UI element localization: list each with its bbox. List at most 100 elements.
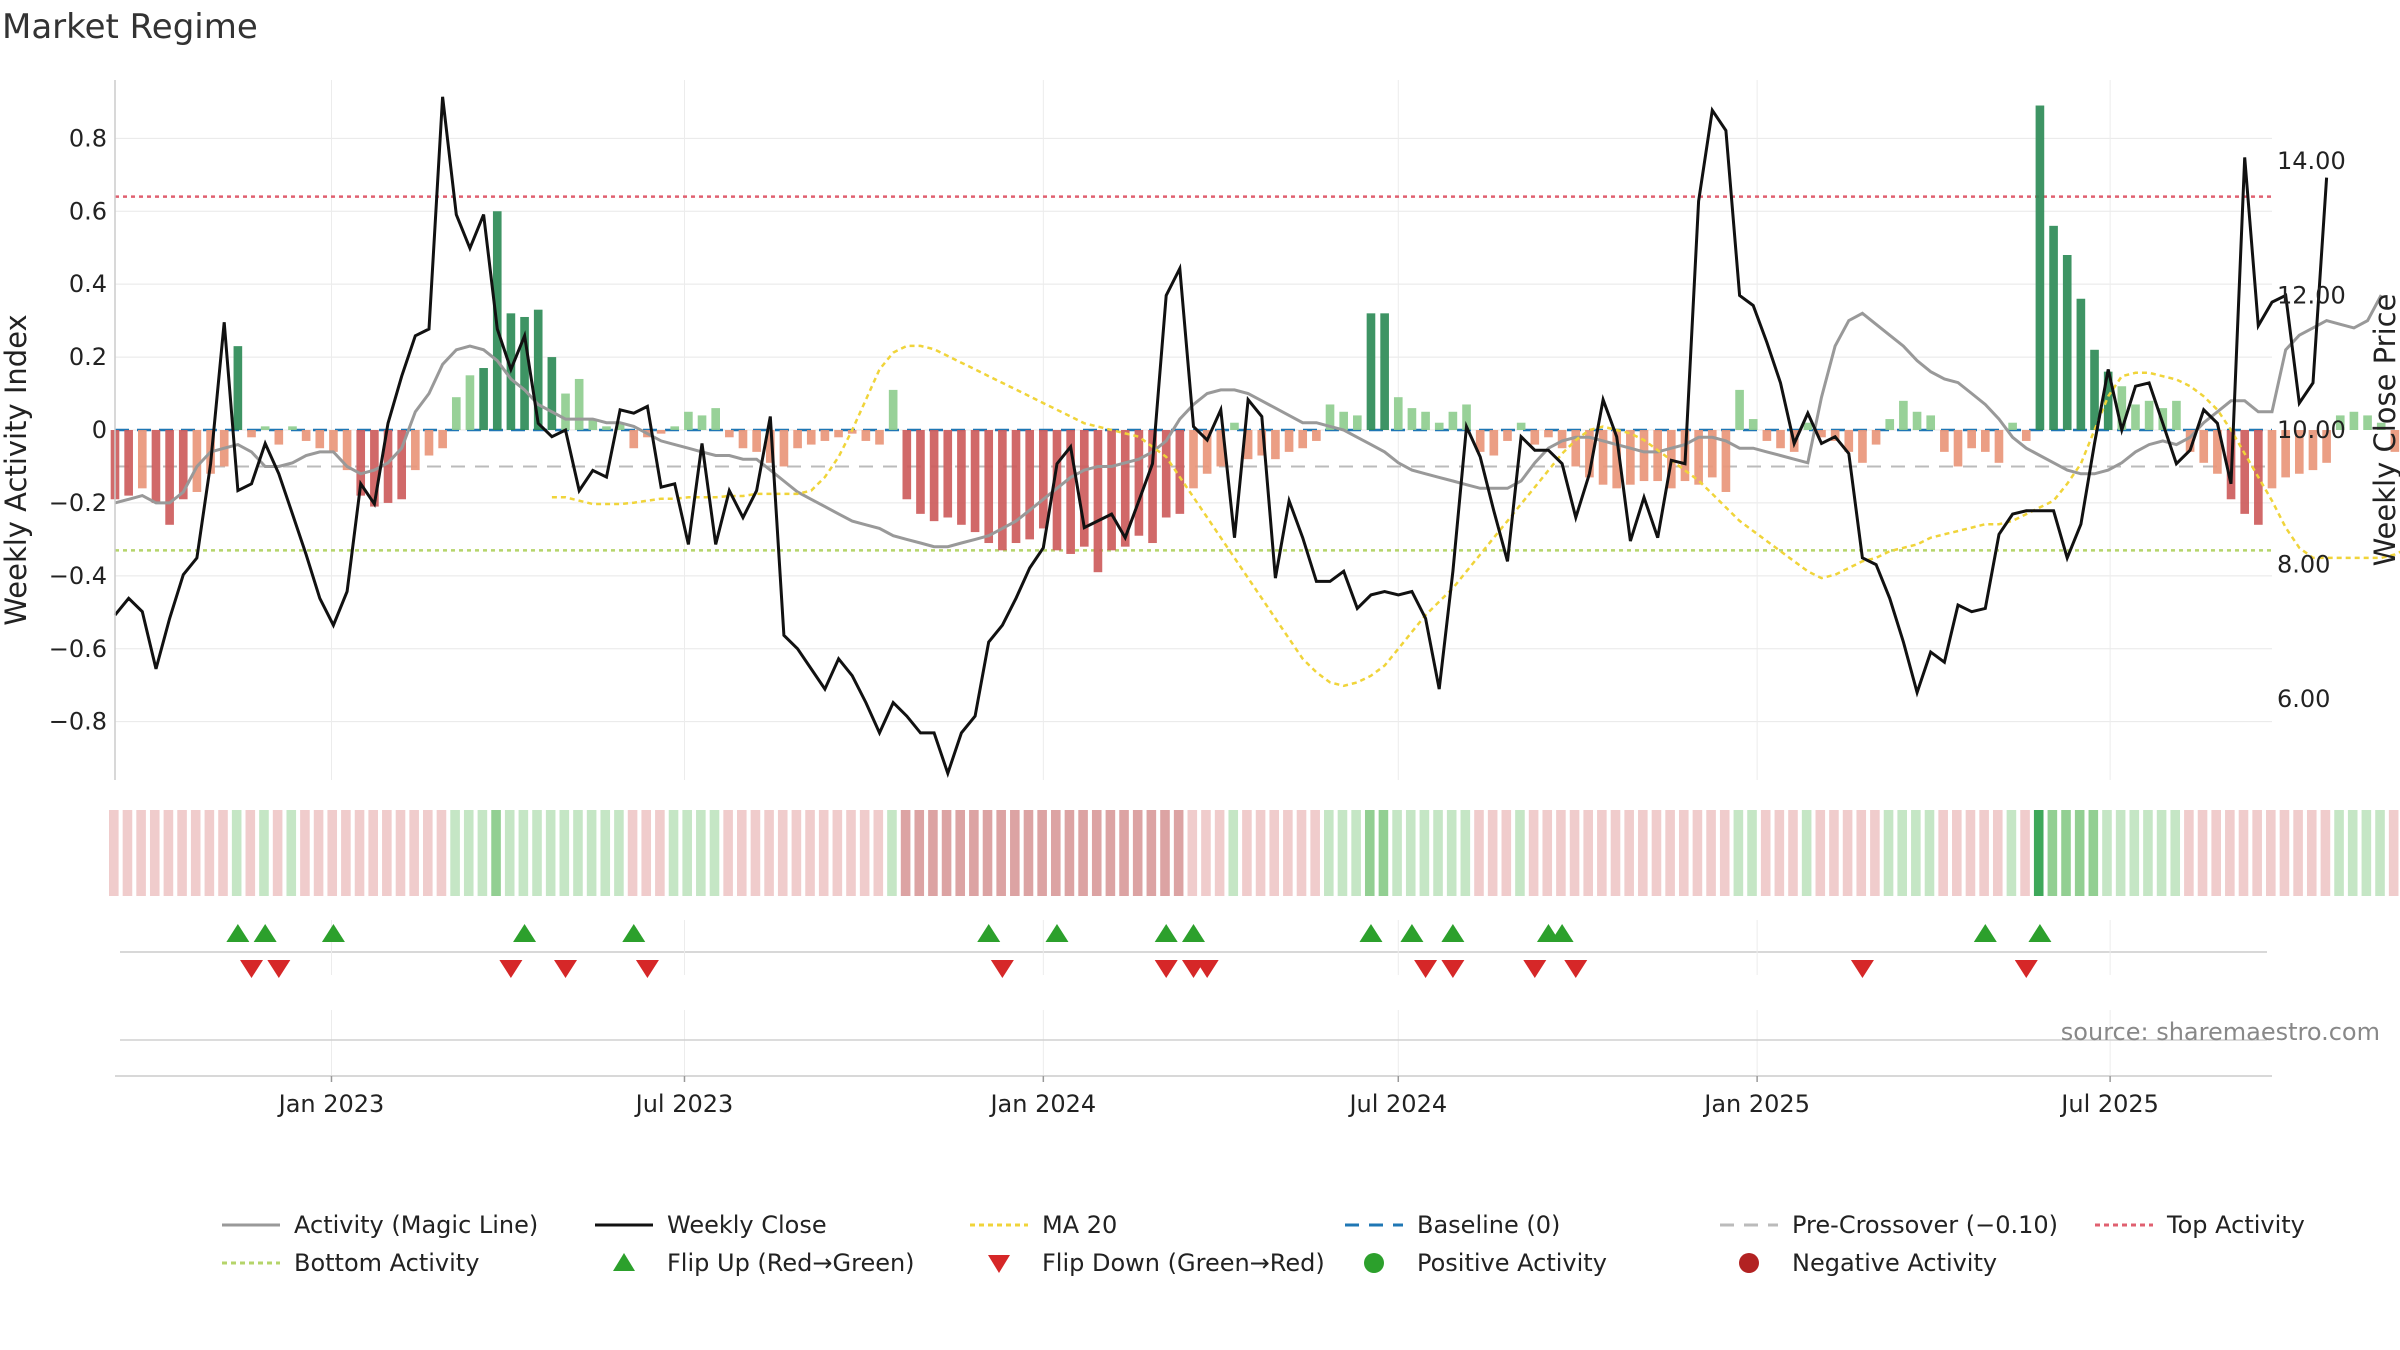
activity-bar — [192, 430, 202, 492]
regime-cell — [382, 810, 392, 896]
activity-bar — [247, 430, 256, 438]
regime-cell — [709, 810, 720, 896]
y-tick-label: 0.2 — [69, 343, 107, 371]
y-tick-label: −0.6 — [49, 635, 107, 663]
regime-cell — [532, 810, 542, 896]
regime-cell — [109, 810, 119, 896]
activity-bar — [2076, 298, 2086, 430]
regime-cell — [1911, 810, 1921, 896]
regime-cell — [1515, 810, 1525, 896]
activity-bar — [929, 430, 939, 522]
activity-bar — [1107, 430, 1116, 551]
legend-label: Pre-Crossover (−0.10) — [1792, 1211, 2058, 1239]
legend-label: Weekly Close — [667, 1211, 827, 1239]
y2-tick-label: 6.00 — [2277, 685, 2330, 713]
activity-bar — [1912, 411, 1922, 430]
legend-label: Positive Activity — [1417, 1249, 1607, 1277]
regime-cell — [900, 810, 911, 896]
activity-bar — [1980, 430, 1990, 452]
activity-bar — [1257, 430, 1267, 456]
regime-cell — [1979, 810, 1989, 896]
regime-cell — [846, 810, 856, 896]
legend-label: Top Activity — [2166, 1211, 2305, 1239]
activity-bar — [1380, 313, 1389, 430]
flip-down-marker — [1414, 960, 1438, 978]
y-tick-label: −0.8 — [49, 708, 107, 736]
regime-cell — [1665, 810, 1675, 896]
legend-item: Negative Activity — [1739, 1249, 1997, 1277]
activity-bar — [1858, 430, 1867, 463]
regime-cell — [1583, 810, 1594, 896]
regime-cell — [1228, 810, 1239, 896]
activity-bar — [670, 426, 680, 430]
y2-tick-label: 8.00 — [2277, 551, 2330, 579]
regime-cell — [1487, 810, 1498, 896]
activity-bar — [2363, 415, 2372, 430]
regime-cell — [354, 810, 365, 896]
x-tick-label: Jan 2023 — [277, 1090, 385, 1118]
activity-bar — [1407, 408, 1417, 430]
y-tick-label: 0 — [92, 416, 107, 444]
activity-bar — [1134, 430, 1144, 536]
activity-bar — [2213, 430, 2222, 474]
activity-bar — [315, 430, 325, 449]
source-note: source: sharemaestro.com — [2061, 1018, 2380, 1046]
regime-cell — [1801, 810, 1812, 896]
flip-up-marker — [1154, 924, 1178, 942]
activity-bar — [1475, 430, 1485, 452]
regime-cell — [1119, 810, 1129, 896]
activity-bar — [1093, 430, 1103, 573]
regime-cell — [2334, 810, 2344, 896]
regime-cell — [1870, 810, 1880, 896]
regime-cell — [259, 810, 269, 896]
regime-cell — [1255, 810, 1266, 896]
regime-cell — [1638, 810, 1648, 896]
activity-bar — [2103, 371, 2113, 430]
flip-down-marker — [1441, 960, 1465, 978]
flip-down-marker — [1564, 960, 1588, 978]
activity-bar — [765, 430, 775, 463]
regime-cell — [163, 810, 174, 896]
regime-cell — [614, 810, 624, 896]
regime-cell — [805, 810, 815, 896]
activity-bar — [2035, 105, 2045, 430]
regime-cell — [436, 810, 447, 896]
regime-cell — [928, 810, 938, 896]
regime-cell — [2115, 810, 2126, 896]
activity-bar — [2308, 430, 2318, 471]
flip-down-marker — [2014, 960, 2038, 978]
activity-bar — [1393, 397, 1403, 430]
activity-bar — [1039, 430, 1048, 529]
regime-cell — [2020, 810, 2030, 896]
regime-cell — [2252, 810, 2262, 896]
regime-cell — [2347, 810, 2358, 896]
regime-cell — [1433, 810, 1443, 896]
activity-bar — [151, 430, 161, 503]
legend-swatch — [988, 1255, 1010, 1273]
activity-bar — [1844, 430, 1854, 452]
regime-cell — [1733, 810, 1744, 896]
regime-cell — [300, 810, 310, 896]
regime-cell — [1201, 810, 1211, 896]
regime-cell — [491, 810, 501, 896]
activity-bar — [1434, 422, 1444, 430]
activity-bar — [1202, 430, 1212, 474]
activity-bar — [2322, 430, 2331, 463]
y-tick-label: −0.2 — [49, 489, 107, 517]
flip-up-marker — [321, 924, 345, 942]
regime-cell — [2129, 810, 2140, 896]
y-tick-label: 0.6 — [69, 197, 107, 225]
activity-bar — [233, 346, 243, 430]
legend-item: Weekly Close — [595, 1211, 827, 1239]
regime-cell — [2143, 810, 2153, 896]
activity-bar — [424, 430, 434, 456]
regime-cell — [395, 810, 406, 896]
regime-cell — [764, 810, 774, 896]
regime-cell — [218, 810, 228, 896]
x-tick-label: Jul 2024 — [1347, 1090, 1447, 1118]
x-tick-label: Jul 2025 — [2059, 1090, 2159, 1118]
activity-bar — [588, 419, 598, 430]
activity-bar — [1639, 430, 1649, 482]
flip-down-marker — [1154, 960, 1178, 978]
regime-cell — [341, 810, 351, 896]
